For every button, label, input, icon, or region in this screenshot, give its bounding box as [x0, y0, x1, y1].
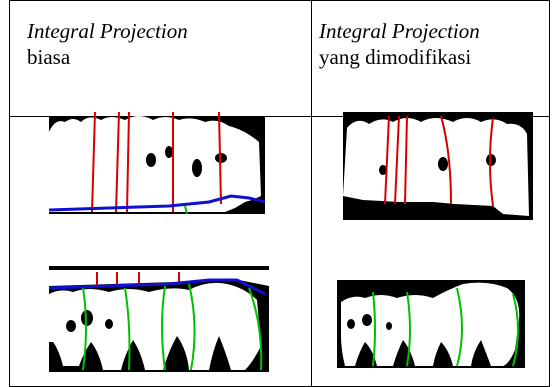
header-biasa-title: Integral Projection	[27, 19, 188, 43]
header-divider	[9, 116, 550, 117]
header-modified-subtitle: yang dimodifikasi	[319, 45, 472, 69]
dental-xray-lower-modified	[337, 280, 525, 368]
header-modified-title: Integral Projection	[319, 19, 480, 43]
dental-xray-upper-biasa	[49, 112, 265, 214]
header-cell-modified: Integral Projection yang dimodifikasi	[319, 18, 480, 70]
table-top-border	[9, 0, 550, 1]
table-right-border	[549, 0, 550, 387]
comparison-table: Integral Projection biasa Integral Proje…	[9, 0, 550, 387]
dental-xray-upper-modified	[343, 112, 533, 220]
header-biasa-subtitle: biasa	[27, 45, 71, 69]
table-left-border	[9, 0, 10, 387]
column-divider	[311, 0, 312, 387]
header-cell-biasa: Integral Projection biasa	[27, 18, 188, 70]
dental-xray-lower-biasa	[49, 266, 269, 372]
